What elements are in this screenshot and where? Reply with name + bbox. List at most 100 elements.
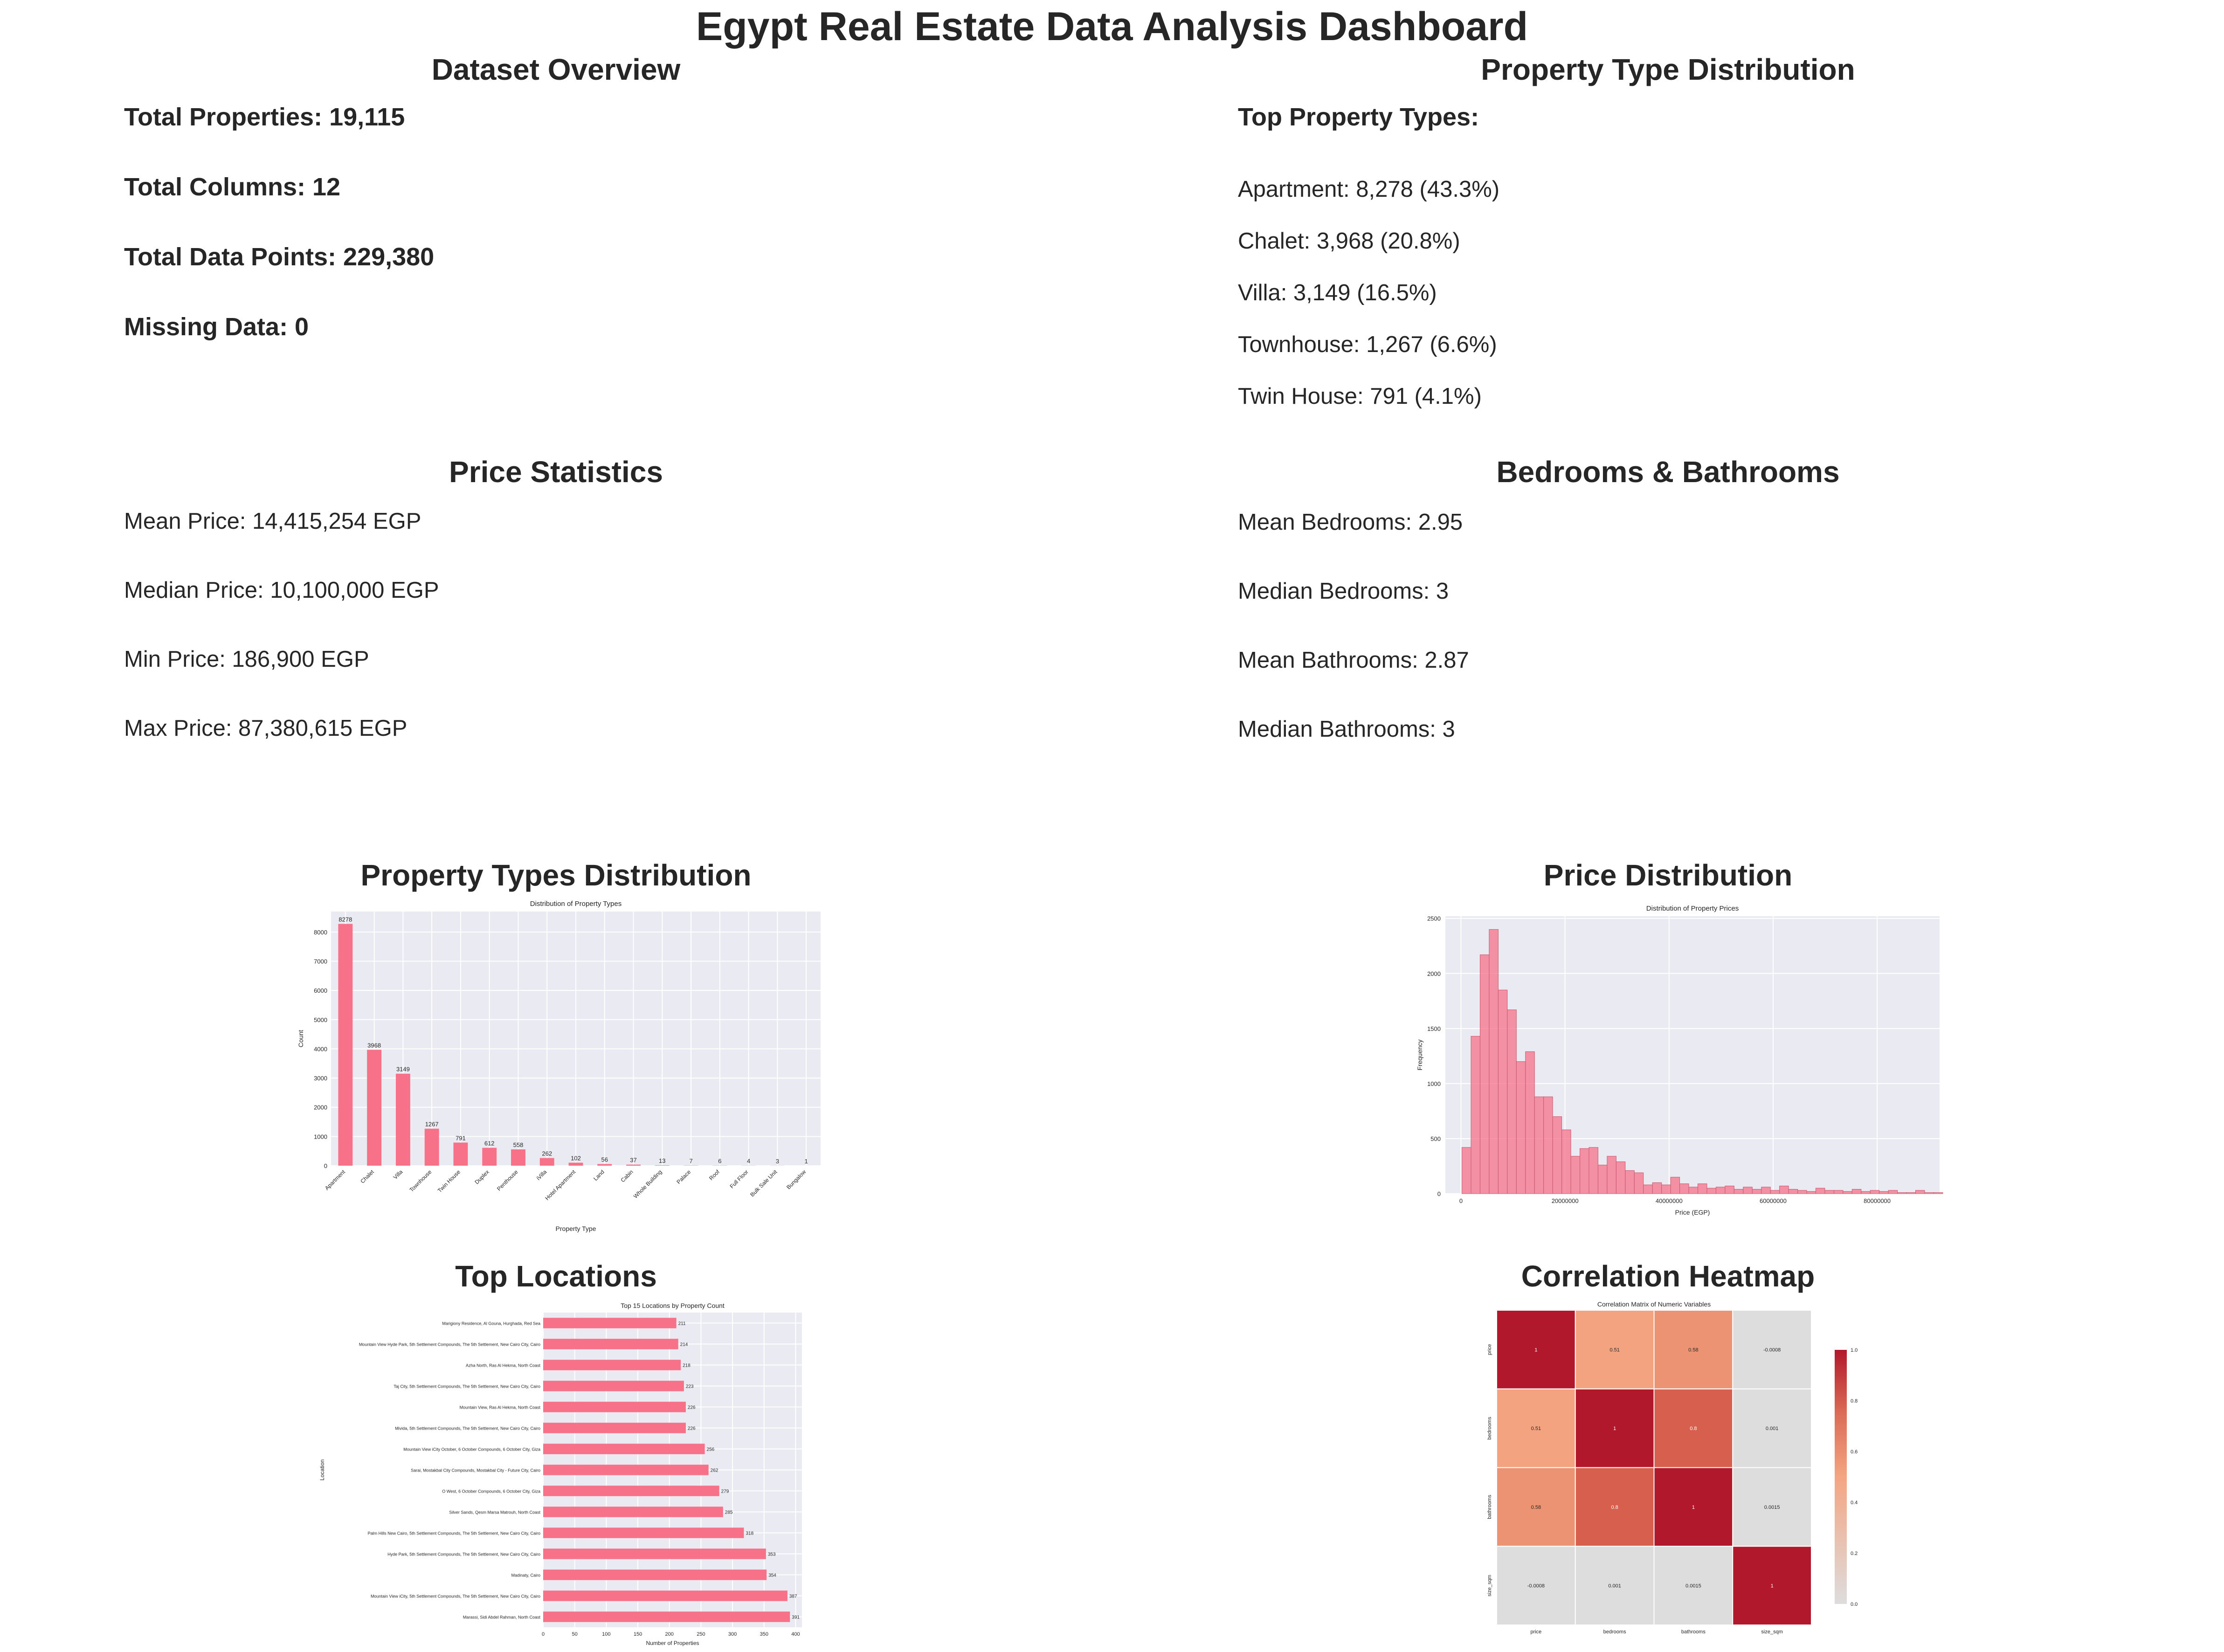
bar	[543, 1507, 723, 1517]
bar-value-label: 226	[688, 1405, 696, 1410]
histogram-bar	[1625, 1170, 1635, 1194]
x-tick-label: Whole Building	[632, 1168, 663, 1200]
heatmap-cell	[1496, 1467, 1576, 1547]
x-tick-label: size_sqm	[1761, 1629, 1782, 1635]
histogram-bar	[1797, 1190, 1807, 1194]
total-properties: Total Properties: 19,115	[124, 103, 405, 131]
histogram-bar	[1634, 1172, 1644, 1194]
x-tick-label: 150	[634, 1631, 642, 1637]
y-tick-label: 2500	[1427, 915, 1441, 922]
colorbar-tick-label: 0.0	[1851, 1602, 1858, 1607]
x-tick-label: 0	[1459, 1197, 1463, 1204]
colorbar-tick-label: 0.4	[1851, 1500, 1858, 1506]
bar-value-label: 6	[718, 1158, 721, 1165]
property-type-line: Chalet: 3,968 (20.8%)	[1238, 228, 1460, 254]
cell-value-label: 0.51	[1609, 1347, 1619, 1353]
y-tick-label: 2000	[1427, 970, 1441, 977]
bar	[655, 1165, 670, 1166]
bar	[453, 1142, 468, 1166]
bar-value-label: 262	[711, 1468, 718, 1473]
bar-value-label: 285	[725, 1510, 733, 1515]
histogram-bar	[1933, 1192, 1943, 1194]
bar-value-label: 8278	[338, 916, 352, 923]
y-tick-label: Palm Hills New Cairo, 5th Settlement Com…	[368, 1531, 540, 1536]
x-tick-label: Cabin	[620, 1168, 635, 1183]
bar	[539, 1158, 554, 1166]
heatmap-cell	[1575, 1310, 1655, 1389]
histogram-bar	[1879, 1191, 1889, 1194]
median-price: Median Price: 10,100,000 EGP	[124, 578, 439, 603]
y-tick-label: 8000	[314, 929, 327, 936]
histogram-bar	[1806, 1191, 1816, 1194]
bar	[543, 1423, 686, 1433]
bar-value-label: 4	[747, 1158, 750, 1165]
x-tick-label: Townhouse	[408, 1168, 433, 1193]
bar	[543, 1486, 719, 1496]
x-tick-label: Roof	[708, 1168, 721, 1182]
histogram-bar	[1525, 1051, 1535, 1194]
bar	[367, 1050, 382, 1166]
histogram-bar	[1661, 1184, 1671, 1194]
heatmap-cell	[1575, 1388, 1655, 1468]
colorbar-tick-label: 1.0	[1851, 1348, 1858, 1353]
bar-value-label: 354	[768, 1573, 776, 1578]
x-tick-label: 0	[542, 1631, 545, 1637]
bar	[543, 1548, 766, 1559]
histogram-bar	[1779, 1185, 1789, 1194]
x-tick-label: 250	[697, 1631, 705, 1637]
chart-title: Distribution of Property Prices	[1646, 905, 1739, 912]
chart-title: Correlation Matrix of Numeric Variables	[1597, 1300, 1711, 1308]
y-tick-label: Mountain View Hyde Park, 5th Settlement …	[359, 1342, 540, 1347]
histogram-bar	[1706, 1188, 1716, 1194]
bar-value-label: 226	[688, 1426, 696, 1431]
y-tick-label: 3000	[314, 1075, 327, 1082]
colorbar-tick-label: 0.8	[1851, 1398, 1858, 1404]
bar	[543, 1360, 681, 1370]
cell-value-label: 1	[1613, 1426, 1616, 1431]
property-type-line: Twin House: 791 (4.1%)	[1238, 384, 1482, 409]
cell-value-label: 1	[1692, 1505, 1695, 1510]
histogram-bar	[1652, 1182, 1662, 1194]
y-tick-label: 1500	[1427, 1025, 1441, 1032]
top-locations-bar-chart: 0 50 100 150 200 250 300 350 400 Top 15 Locations…	[319, 1302, 802, 1646]
histogram-bar	[1843, 1191, 1852, 1194]
histogram-bar	[1580, 1148, 1589, 1194]
x-tick-label: Palace	[675, 1168, 692, 1185]
bar	[543, 1318, 677, 1328]
x-tick-label: Penthouse	[496, 1168, 519, 1192]
x-axis-label: Price (EGP)	[1675, 1209, 1710, 1216]
bar	[543, 1611, 790, 1622]
top-locations-heading: Top Locations	[455, 1259, 657, 1293]
x-tick-label: Bungalow	[785, 1168, 807, 1190]
y-tick-label: Mountain View iCity October, 6 October C…	[403, 1447, 540, 1452]
x-tick-label: price	[1530, 1629, 1541, 1635]
x-tick-label: 300	[728, 1631, 737, 1637]
property-types-chart-heading: Property Types Distribution	[360, 858, 752, 892]
histogram-bar	[1833, 1190, 1844, 1194]
x-tick-label: Full Floor	[728, 1168, 749, 1189]
y-tick-label: bathrooms	[1487, 1494, 1492, 1519]
bar-value-label: 7	[689, 1158, 692, 1165]
histogram-bar	[1734, 1189, 1744, 1194]
x-tick-label: 200	[665, 1631, 674, 1637]
bar-value-label: 13	[659, 1157, 665, 1164]
histogram-bar	[1752, 1189, 1762, 1194]
histogram-bar	[1770, 1190, 1780, 1194]
bar	[543, 1444, 705, 1454]
x-axis-label: Property Type	[556, 1225, 596, 1232]
x-tick-label: Land	[592, 1168, 606, 1182]
price-stats-heading: Price Statistics	[449, 455, 663, 489]
bar	[482, 1147, 497, 1166]
cell-value-label: -0.0008	[1763, 1347, 1781, 1353]
x-tick-label: 40000000	[1656, 1197, 1683, 1204]
bar	[597, 1164, 612, 1166]
y-tick-label: Taj City, 5th Settlement Compounds, The …	[394, 1384, 540, 1389]
histogram-bar	[1698, 1183, 1707, 1194]
bar	[543, 1590, 787, 1601]
bar-value-label: 279	[721, 1489, 729, 1494]
bar	[543, 1339, 678, 1349]
dashboard-title: Egypt Real Estate Data Analysis Dashboar…	[696, 4, 1528, 49]
bar	[338, 924, 353, 1166]
bar-value-label: 214	[680, 1342, 688, 1348]
histogram-bar	[1570, 1156, 1581, 1194]
